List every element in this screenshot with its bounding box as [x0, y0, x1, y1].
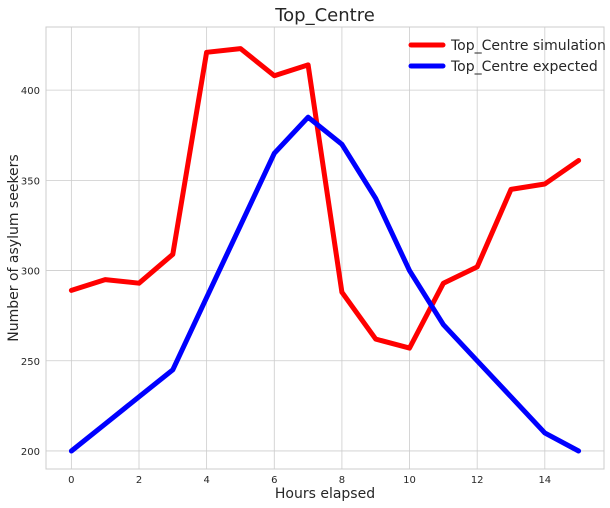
- y-tick-labels: 200 250 300 350 400: [21, 86, 40, 458]
- y-tick-label: 350: [21, 176, 40, 187]
- series-lines: [68, 46, 582, 454]
- x-tick-label: 4: [203, 475, 209, 486]
- x-tick-label: 10: [403, 475, 416, 486]
- chart-title: Top_Centre: [274, 5, 375, 26]
- x-tick-label: 0: [68, 475, 74, 486]
- x-tick-label: 2: [136, 475, 142, 486]
- y-axis-label: Number of asylum seekers: [6, 154, 22, 341]
- simulation-series-line: [68, 46, 582, 351]
- x-tick-label: 6: [271, 475, 277, 486]
- y-tick-label: 250: [21, 357, 40, 368]
- x-tick-label: 12: [471, 475, 484, 486]
- x-tick-label: 8: [339, 475, 345, 486]
- x-axis-label: Hours elapsed: [275, 486, 375, 502]
- legend-label-simulation: Top_Centre simulation: [450, 38, 606, 54]
- expected-series-line: [68, 114, 582, 454]
- x-tick-labels: 0 2 4 6 8 10 12 14: [68, 475, 551, 486]
- grid-lines: [46, 27, 604, 469]
- x-tick-label: 14: [538, 475, 551, 486]
- legend-label-expected: Top_Centre expected: [450, 59, 598, 75]
- y-tick-label: 400: [21, 86, 40, 97]
- y-tick-label: 200: [21, 447, 40, 458]
- legend: Top_Centre simulation Top_Centre expecte…: [408, 38, 606, 75]
- y-tick-label: 300: [21, 267, 40, 278]
